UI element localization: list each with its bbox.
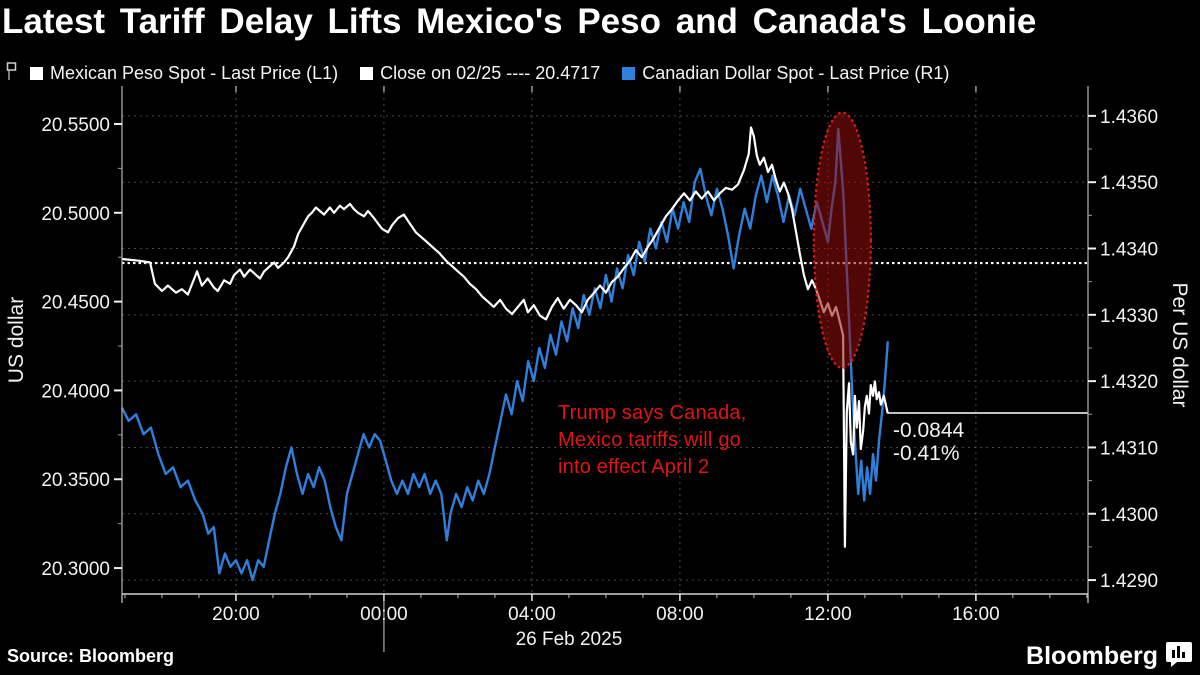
left-axis-tick-label: 20.5500 (41, 115, 110, 136)
right-axis-tick-label: 1.4330 (1100, 306, 1158, 327)
left-axis-tick-label: 20.3500 (41, 470, 110, 491)
bloomberg-wordmark: Bloomberg (1026, 642, 1158, 670)
right-axis-tick-label: 1.4300 (1100, 505, 1158, 526)
x-axis-tick-label: 12:00 (804, 604, 852, 625)
x-axis-tick-label: 04:00 (508, 604, 556, 625)
left-axis-title: US dollar (5, 296, 28, 384)
peso-net-change-label: -0.0844 (893, 419, 965, 442)
right-axis-tick-label: 1.4310 (1100, 438, 1158, 459)
left-axis-tick-label: 20.5000 (41, 204, 110, 225)
tariff-annotation: Trump says Canada, Mexico tariffs will g… (558, 400, 747, 481)
legend: Mexican Peso Spot - Last Price (L1) Clos… (6, 61, 949, 86)
legend-swatch-cad (622, 67, 636, 80)
legend-label-cad: Canadian Dollar Spot - Last Price (R1) (642, 63, 950, 83)
left-axis-tick-label: 20.4500 (41, 293, 110, 314)
annotation-line-1: Trump says Canada, (558, 402, 747, 424)
legend-swatch-close (360, 67, 374, 80)
x-axis-tick-label: 08:00 (656, 604, 704, 625)
x-axis-tick-label: 20:00 (212, 604, 260, 625)
right-axis-tick-label: 1.4290 (1100, 571, 1158, 592)
source-credit: Source: Bloomberg (7, 646, 175, 666)
left-axis-tick-label: 20.3000 (41, 559, 110, 580)
right-axis-tick-label: 1.4360 (1100, 107, 1158, 128)
right-axis-tick-label: 1.4320 (1100, 372, 1158, 393)
cad-line (120, 127, 889, 582)
right-axis-tick-label: 1.4340 (1100, 240, 1158, 261)
peso-pct-change-label: -0.41% (893, 442, 960, 465)
x-axis-date-label: 26 Feb 2025 (516, 629, 623, 650)
annotation-line-3: into effect April 2 (558, 456, 710, 478)
right-axis-tick-label: 1.4350 (1100, 173, 1158, 194)
legend-item-close[interactable]: Close on 02/25 ---- 20.4717 (360, 63, 600, 84)
peso-line (121, 126, 889, 548)
legend-item-peso[interactable]: Mexican Peso Spot - Last Price (L1) (30, 63, 338, 84)
legend-label-close: Close on 02/25 ---- 20.4717 (380, 63, 601, 83)
legend-swatch-peso (30, 67, 43, 80)
legend-label-peso: Mexican Peso Spot - Last Price (L1) (50, 63, 339, 83)
annotation-line-2: Mexico tariffs will go (558, 429, 741, 451)
bloomberg-logo: Bloomberg (1026, 641, 1192, 672)
tariff-news-highlight-ellipse (812, 111, 872, 369)
bloomberg-bug-icon (1166, 641, 1192, 672)
right-axis-title: Per US dollar (1168, 282, 1191, 408)
legend-item-cad[interactable]: Canadian Dollar Spot - Last Price (R1) (622, 63, 949, 84)
left-axis-tick-label: 20.4000 (41, 381, 110, 402)
chart-title: Latest Tariff Delay Lifts Mexico's Peso … (2, 2, 1037, 41)
legend-flag-icon (6, 61, 18, 86)
x-axis-tick-label: 16:00 (952, 604, 1000, 625)
